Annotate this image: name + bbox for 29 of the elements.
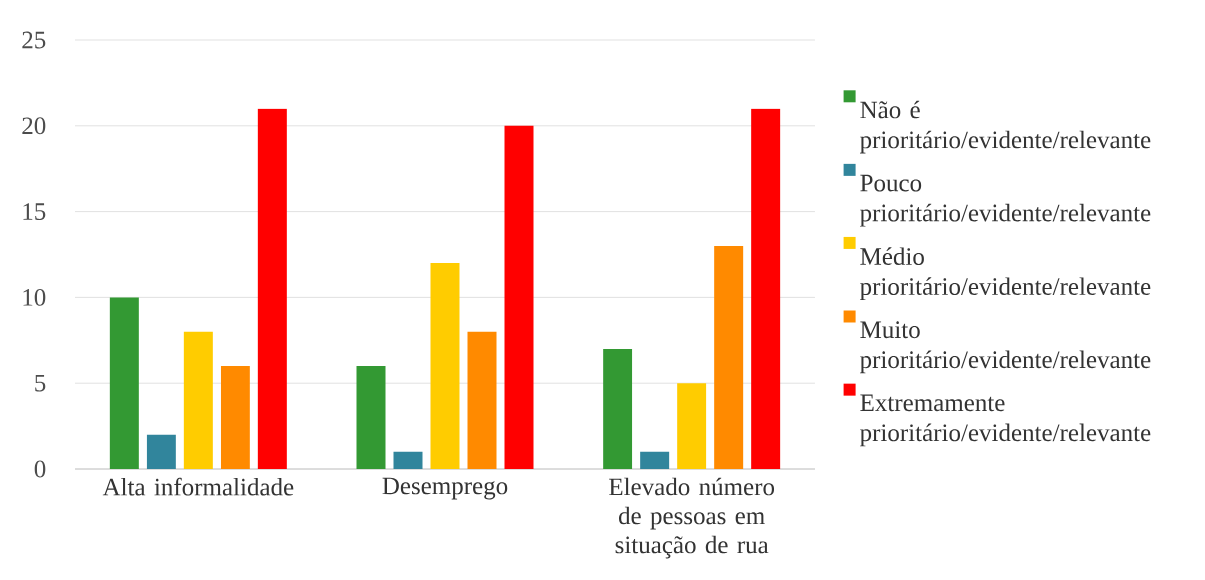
x-tick-label: Elevado número de pessoas em situação de rua xyxy=(609,477,775,559)
y-tick-label: 20 xyxy=(22,117,46,135)
y-tick-label: 10 xyxy=(23,288,46,306)
legend-label: Extremamente prioritário/evidente/relevante xyxy=(860,394,1151,447)
bar xyxy=(220,366,250,469)
bar xyxy=(146,434,176,469)
bar xyxy=(430,263,460,469)
bar xyxy=(751,108,781,469)
bar xyxy=(183,331,213,469)
bar xyxy=(603,348,633,469)
bar xyxy=(257,108,287,469)
x-tick-label: Alta informalidade xyxy=(102,477,294,496)
bar xyxy=(109,297,139,469)
legend-label: Não é prioritário/evidente/relevante xyxy=(860,100,1151,154)
bar xyxy=(504,125,534,469)
bar xyxy=(393,451,423,469)
y-tick-label: 0 xyxy=(34,460,46,478)
legend-label: Muito prioritário/evidente/relevante xyxy=(860,321,1151,374)
bar xyxy=(714,245,744,469)
bar xyxy=(677,383,707,469)
bar xyxy=(467,331,497,469)
legend-label: Médio prioritário/evidente/relevante xyxy=(860,247,1151,301)
x-tick-label: Desemprego xyxy=(382,477,508,500)
bar xyxy=(356,366,386,469)
bar xyxy=(640,451,670,469)
y-tick-label: 25 xyxy=(22,31,46,49)
y-tick-label: 15 xyxy=(23,203,46,220)
y-tick-label: 5 xyxy=(35,374,46,392)
legend-label: Pouco prioritário/evidente/relevante xyxy=(860,174,1151,227)
